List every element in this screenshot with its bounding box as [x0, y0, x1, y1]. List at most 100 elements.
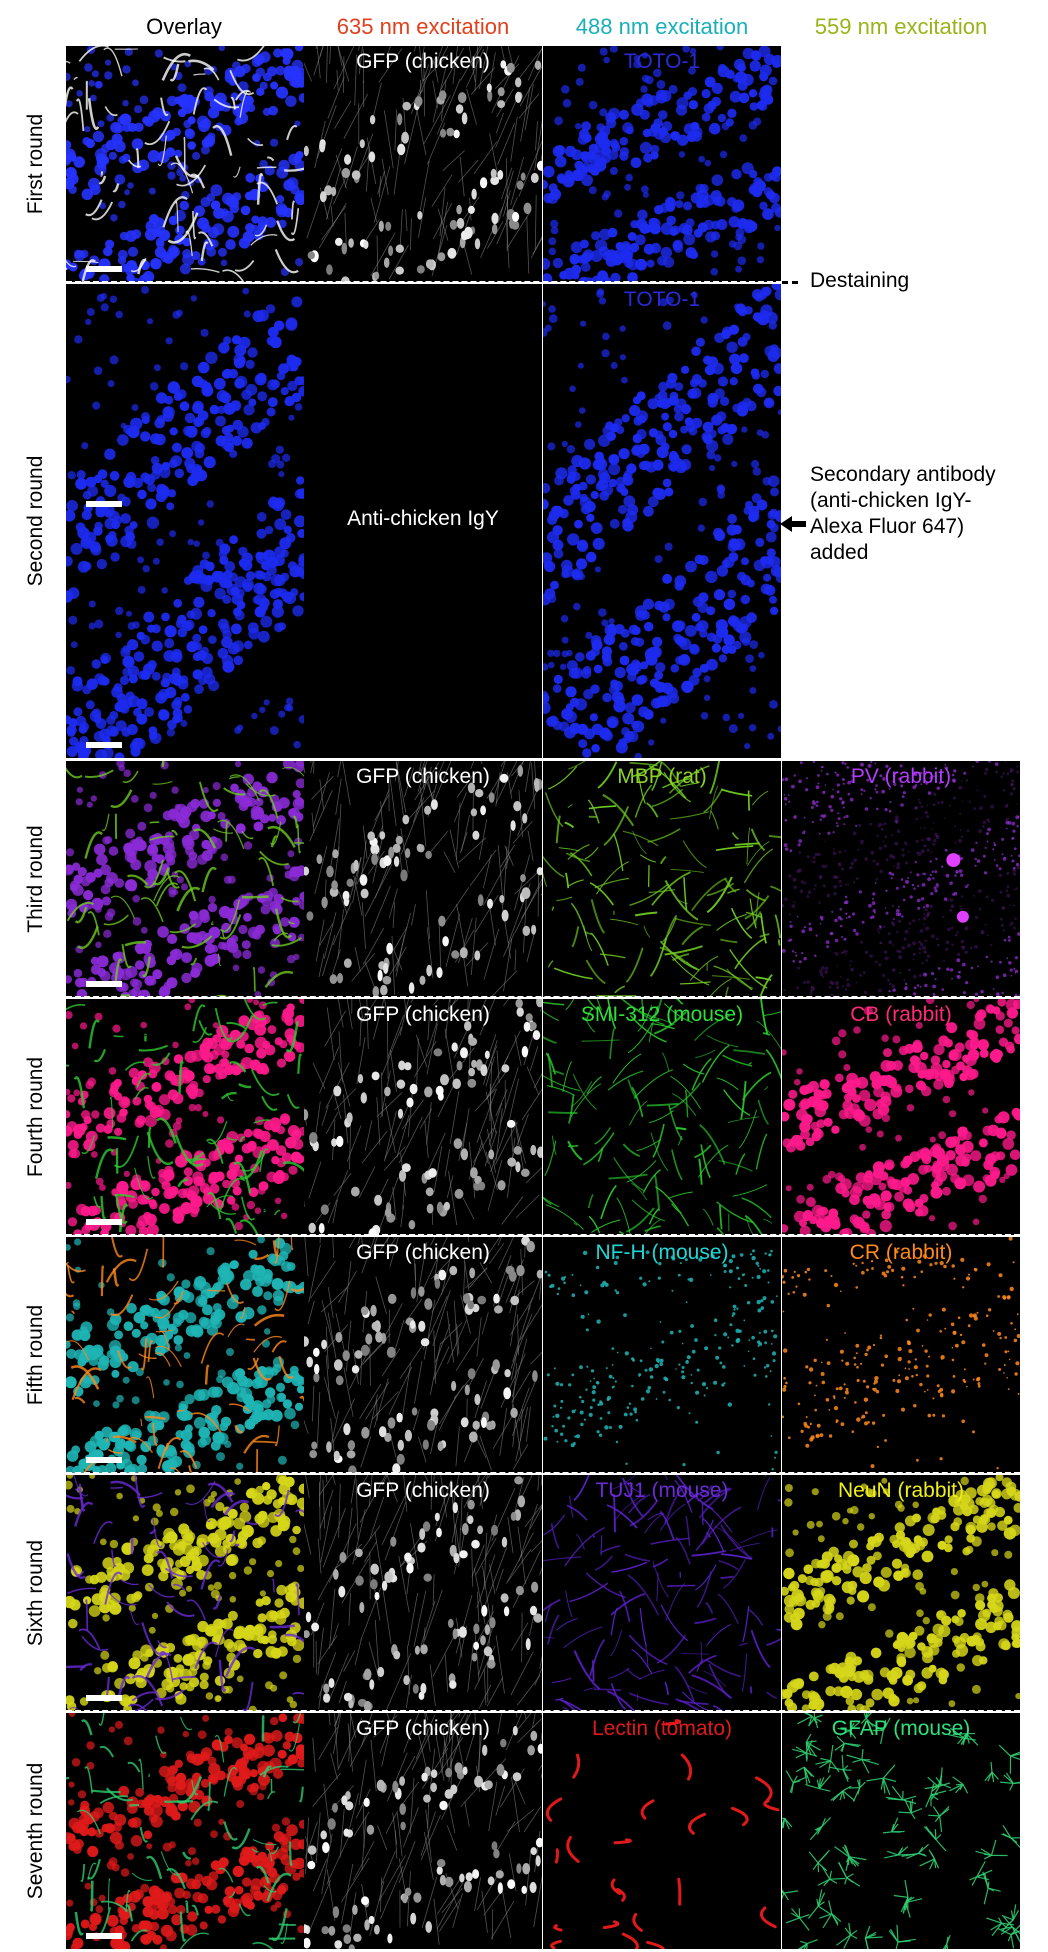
micrograph	[543, 1713, 781, 1949]
channel-label: MBP (rat)	[617, 765, 707, 788]
image-panel-r1-c3: TOTO-1	[543, 46, 781, 282]
image-panel-r7-c2: GFP (chicken)	[304, 1713, 542, 1949]
micrograph	[66, 46, 304, 282]
channel-label: GFP (chicken)	[356, 1717, 490, 1740]
secondary-antibody-note: Secondary antibody (anti-chicken IgY- Alex…	[810, 462, 996, 566]
row-label-7: Seventh round	[16, 1713, 56, 1949]
column-header-2: 635 nm excitation	[336, 14, 510, 39]
image-panel-r7-c3: Lectin (tomato)	[543, 1713, 781, 1949]
row-label-text: Third round	[24, 825, 47, 933]
column-header-3: 488 nm excitation	[575, 14, 749, 39]
image-panel-r6-c3: TUJ1 (mouse)	[543, 1475, 781, 1711]
image-panel-r3-c4: PV (rabbit)	[782, 761, 1020, 997]
channel-label: GFP (chicken)	[356, 765, 490, 788]
channel-label: Lectin (tomato)	[591, 1717, 733, 1740]
micrograph	[304, 284, 542, 758]
row-label-6: Sixth round	[16, 1475, 56, 1711]
micrograph	[543, 761, 781, 997]
scale-bar	[86, 1457, 122, 1463]
image-panel-r3-c1	[66, 761, 304, 997]
row-label-text: Sixth round	[24, 1539, 47, 1647]
row-label-2: Second round	[16, 284, 56, 758]
channel-label: TOTO-1	[623, 288, 701, 311]
micrograph	[782, 1237, 1020, 1473]
micrograph	[304, 999, 542, 1235]
micrograph	[304, 1713, 542, 1949]
micrograph	[66, 761, 304, 997]
image-panel-r4-c1	[66, 999, 304, 1235]
micrograph	[304, 46, 542, 282]
micrograph	[66, 1713, 304, 1949]
column-header-1: Overlay	[146, 14, 222, 39]
round-divider	[782, 281, 798, 284]
scale-bar	[86, 1933, 122, 1939]
note-line: added	[810, 541, 869, 564]
micrograph	[782, 999, 1020, 1235]
micrograph	[304, 1475, 542, 1711]
destaining-label: Destaining	[810, 269, 910, 292]
micrograph	[543, 46, 781, 282]
channel-label: CB (rabbit)	[850, 1003, 952, 1026]
row-label-4: Fourth round	[16, 999, 56, 1235]
round-divider	[66, 1234, 1020, 1237]
micrograph	[782, 1713, 1020, 1949]
row-label-text: Second round	[24, 455, 47, 587]
image-panel-r7-c1	[66, 1713, 304, 1949]
channel-label: TOTO-1	[623, 50, 701, 73]
round-divider	[66, 281, 782, 284]
micrograph	[543, 1475, 781, 1711]
image-panel-r3-c3: MBP (rat)	[543, 761, 781, 997]
image-panel-r1-c1	[66, 46, 304, 282]
scale-bar	[86, 266, 122, 272]
scale-bar	[86, 1695, 122, 1701]
channel-label: TUJ1 (mouse)	[595, 1479, 729, 1502]
scale-bar	[86, 501, 122, 507]
row-label-text: Fourth round	[24, 1056, 47, 1178]
row-label-text: Seventh round	[24, 1762, 47, 1900]
row-label-text: Fifth round	[24, 1304, 47, 1406]
channel-label: NF-H (mouse)	[595, 1241, 729, 1264]
channel-label: GFP (chicken)	[356, 1003, 490, 1026]
micrograph	[66, 1237, 304, 1473]
image-panel-r2-c1	[66, 284, 304, 758]
micrograph	[543, 284, 781, 758]
micrograph	[304, 1237, 542, 1473]
image-panel-r1-c2: GFP (chicken)	[304, 46, 542, 282]
scale-bar	[86, 1219, 122, 1225]
round-divider	[66, 1710, 1020, 1713]
micrograph	[543, 1237, 781, 1473]
channel-label: CR (rabbit)	[849, 1241, 953, 1264]
micrograph	[66, 999, 304, 1235]
image-panel-r3-c2: GFP (chicken)	[304, 761, 542, 997]
channel-label: GFAP (mouse)	[831, 1717, 971, 1740]
channel-label: GFP (chicken)	[356, 50, 490, 73]
micrograph	[66, 1475, 304, 1711]
image-panel-r2-c2: Anti-chicken IgY	[304, 284, 542, 758]
image-panel-r4-c3: SMI-312 (mouse)	[543, 999, 781, 1235]
image-panel-r7-c4: GFAP (mouse)	[782, 1713, 1020, 1949]
image-panel-r5-c2: GFP (chicken)	[304, 1237, 542, 1473]
left-arrow-icon	[780, 516, 806, 532]
round-divider	[66, 996, 1020, 999]
channel-label: GFP (chicken)	[356, 1479, 490, 1502]
scale-bar	[86, 742, 122, 748]
micrograph	[66, 284, 304, 758]
micrograph	[304, 761, 542, 997]
image-panel-r5-c1	[66, 1237, 304, 1473]
image-panel-r5-c4: CR (rabbit)	[782, 1237, 1020, 1473]
note-line: (anti-chicken IgY-	[810, 489, 972, 512]
channel-label: GFP (chicken)	[356, 1241, 490, 1264]
channel-label: NeuN (rabbit)	[837, 1479, 965, 1502]
round-divider	[66, 1472, 1020, 1475]
image-panel-r5-c3: NF-H (mouse)	[543, 1237, 781, 1473]
image-panel-r4-c2: GFP (chicken)	[304, 999, 542, 1235]
image-panel-r2-c3: TOTO-1	[543, 284, 781, 758]
scale-bar	[86, 981, 122, 987]
note-line: Secondary antibody	[810, 463, 996, 486]
row-label-5: Fifth round	[16, 1237, 56, 1473]
image-panel-r6-c4: NeuN (rabbit)	[782, 1475, 1020, 1711]
row-label-text: First round	[24, 113, 47, 215]
channel-label: Anti-chicken IgY	[347, 507, 499, 530]
note-line: Alexa Fluor 647)	[810, 515, 965, 538]
